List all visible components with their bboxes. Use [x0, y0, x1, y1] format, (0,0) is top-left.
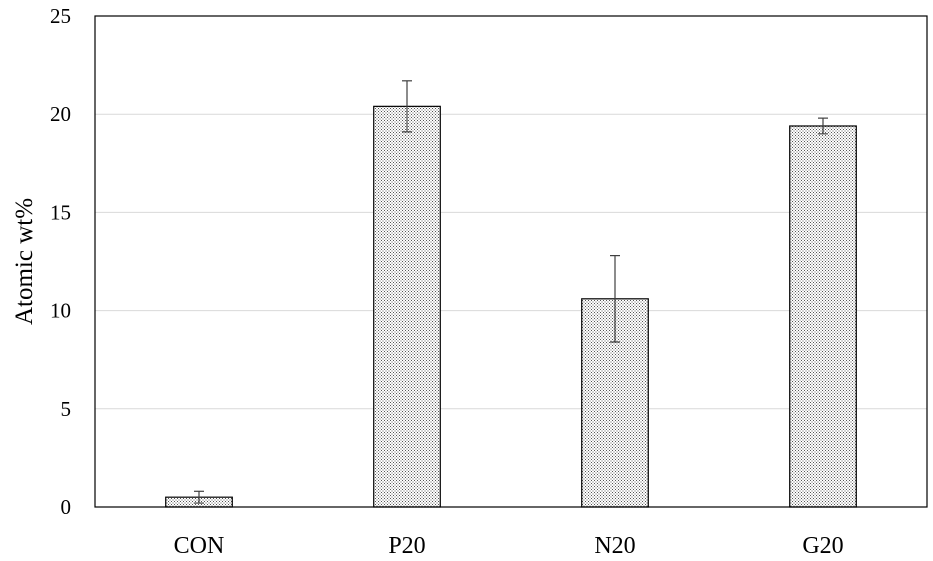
x-category-label: G20	[802, 533, 843, 559]
error-bar-g20	[818, 117, 828, 135]
error-bar-p20	[402, 80, 412, 133]
bars	[165, 105, 857, 508]
y-tick-label: 20	[50, 102, 71, 126]
y-tick-label: 15	[50, 200, 71, 224]
x-axis-category-labels: CON P20 N20 G20	[174, 533, 844, 559]
y-tick-label: 10	[50, 299, 71, 323]
bar-g20	[789, 125, 857, 508]
x-category-label: N20	[594, 533, 635, 559]
gridlines	[95, 113, 927, 410]
bar-p20	[373, 105, 441, 508]
y-axis-tick-labels: 0 5 10 15 20 25	[50, 4, 71, 519]
x-category-label: CON	[174, 533, 225, 559]
x-category-label: P20	[388, 533, 425, 559]
error-bar-con	[194, 490, 204, 504]
y-tick-label: 25	[50, 4, 71, 28]
y-tick-label: 5	[61, 397, 72, 421]
y-axis-title: Atomic wt%	[11, 198, 38, 325]
plot-frame	[94, 15, 928, 508]
y-tick-label: 0	[61, 495, 72, 519]
error-bar-n20	[610, 255, 620, 343]
error-bars	[194, 80, 828, 504]
